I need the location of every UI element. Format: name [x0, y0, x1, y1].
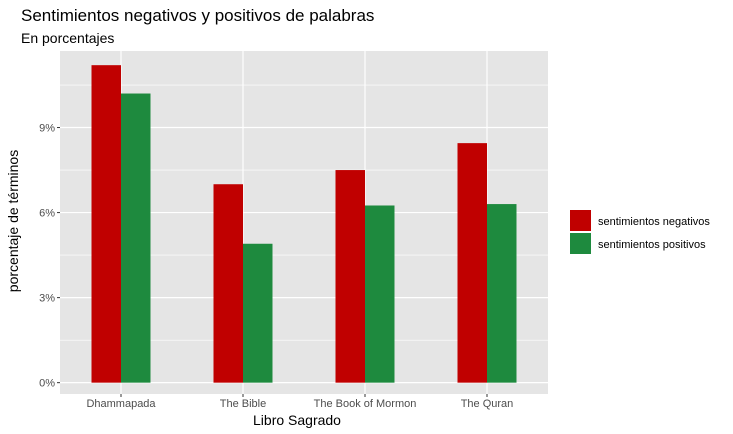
- x-axis-title: Libro Sagrado: [253, 412, 341, 428]
- bar: [457, 143, 487, 383]
- bar: [335, 170, 365, 383]
- x-axis: Dhammapada The Bible The Book of Mormon The…: [86, 394, 513, 410]
- y-axis: 0% 3% 6% 9%: [39, 123, 60, 390]
- x-tick-label: The Quran: [461, 398, 514, 410]
- legend-label: sentimientos positivos: [598, 239, 706, 251]
- x-tick-label: Dhammapada: [86, 398, 156, 410]
- legend-label: sentimientos negativos: [598, 216, 710, 228]
- bar: [91, 65, 121, 383]
- y-tick-label: 0%: [39, 378, 55, 390]
- legend-key: [570, 233, 591, 254]
- bar: [365, 205, 395, 383]
- bar: [121, 93, 151, 383]
- y-tick-label: 9%: [39, 123, 55, 135]
- y-tick-label: 6%: [39, 208, 55, 220]
- bar: [487, 204, 517, 383]
- y-axis-title: porcentaje de términos: [5, 150, 21, 292]
- bars: [91, 65, 517, 383]
- legend: sentimientos negativos sentimientos posit…: [570, 210, 710, 254]
- chart-title: Sentimientos negativos y positivos de pa…: [21, 6, 374, 25]
- x-tick-label: The Book of Mormon: [314, 398, 417, 410]
- legend-key: [570, 210, 591, 231]
- y-tick-label: 3%: [39, 293, 55, 305]
- bar: [213, 184, 243, 383]
- x-tick-label: The Bible: [220, 398, 266, 410]
- bar: [243, 243, 273, 383]
- chart-subtitle: En porcentajes: [21, 30, 114, 46]
